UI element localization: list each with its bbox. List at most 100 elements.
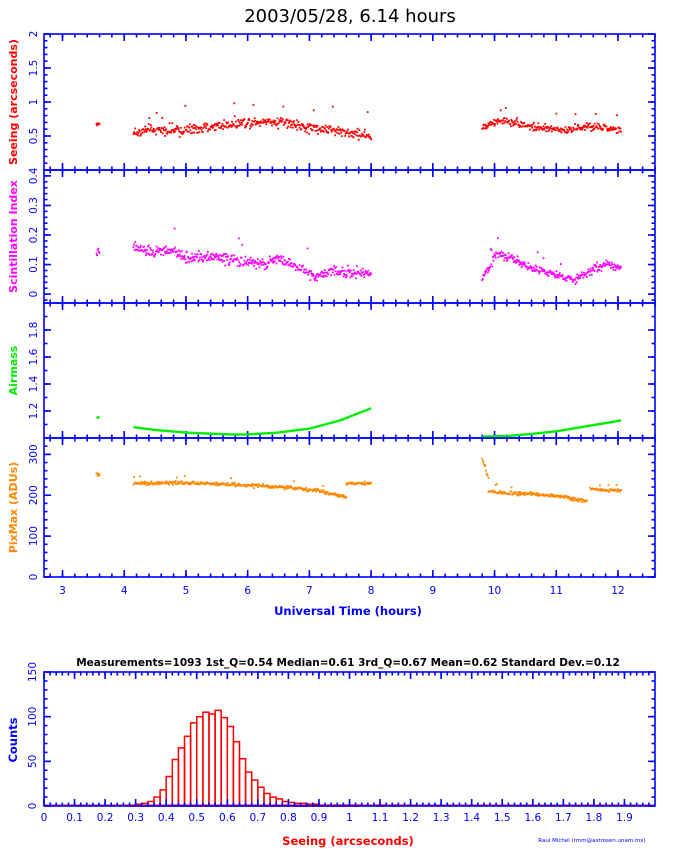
data-point bbox=[531, 123, 534, 126]
data-point bbox=[355, 277, 357, 280]
data-point bbox=[186, 130, 189, 133]
data-point bbox=[519, 261, 521, 263]
data-point bbox=[524, 264, 527, 267]
data-point bbox=[368, 273, 371, 275]
data-point bbox=[315, 489, 318, 492]
data-point bbox=[278, 484, 281, 487]
data-point bbox=[338, 270, 340, 273]
data-point bbox=[605, 259, 608, 262]
y-tick-label: 150 bbox=[27, 662, 39, 682]
data-point bbox=[195, 128, 197, 131]
data-point bbox=[542, 128, 544, 130]
data-point bbox=[540, 127, 543, 130]
data-point bbox=[337, 496, 340, 498]
data-point bbox=[536, 251, 539, 254]
data-point bbox=[495, 119, 498, 122]
data-point bbox=[554, 274, 557, 276]
x-tick-label: 1.3 bbox=[433, 812, 450, 824]
data-point bbox=[256, 120, 259, 123]
data-point bbox=[259, 120, 262, 123]
data-point bbox=[365, 135, 367, 138]
data-point bbox=[555, 270, 558, 272]
data-point bbox=[617, 490, 620, 493]
data-point bbox=[263, 120, 266, 123]
data-point bbox=[484, 272, 487, 275]
data-point bbox=[335, 131, 338, 134]
timeseries-panel-1: 0.5 1 1.5 2 Seeing (arcseconds) bbox=[7, 31, 656, 171]
data-point bbox=[615, 265, 618, 267]
data-point bbox=[560, 275, 563, 278]
data-point bbox=[297, 123, 299, 126]
data-point bbox=[536, 493, 539, 496]
data-point bbox=[535, 129, 538, 131]
data-point bbox=[182, 257, 185, 260]
data-point bbox=[586, 126, 589, 129]
data-point bbox=[498, 491, 501, 494]
data-point bbox=[484, 127, 486, 130]
data-point bbox=[150, 248, 152, 251]
data-point bbox=[150, 480, 153, 483]
data-point bbox=[507, 121, 509, 123]
y-tick-label: 0 bbox=[28, 574, 40, 581]
data-point bbox=[237, 120, 240, 123]
data-point bbox=[506, 117, 508, 120]
data-point bbox=[535, 265, 538, 268]
data-point bbox=[186, 250, 188, 253]
data-point bbox=[520, 120, 522, 123]
data-point bbox=[511, 121, 514, 124]
data-point bbox=[164, 135, 166, 137]
data-point bbox=[290, 120, 293, 123]
data-point bbox=[266, 484, 269, 487]
data-point bbox=[206, 253, 209, 256]
data-point bbox=[235, 126, 238, 129]
data-point bbox=[347, 264, 349, 267]
data-point bbox=[289, 265, 292, 267]
data-point bbox=[619, 127, 622, 130]
data-point bbox=[362, 271, 365, 273]
data-point bbox=[221, 483, 223, 485]
data-point bbox=[483, 464, 486, 466]
data-point bbox=[549, 126, 552, 129]
data-point bbox=[183, 255, 186, 257]
data-point bbox=[618, 130, 621, 133]
data-point bbox=[305, 127, 308, 130]
data-point bbox=[555, 112, 558, 115]
x-tick-label: 0.8 bbox=[280, 812, 297, 824]
x-tick-label: 1.1 bbox=[372, 812, 389, 824]
data-point bbox=[310, 270, 312, 273]
data-point bbox=[612, 268, 615, 271]
data-point bbox=[574, 123, 576, 125]
data-point bbox=[98, 252, 101, 254]
histogram-bar bbox=[232, 740, 241, 807]
data-point bbox=[188, 126, 191, 129]
data-point bbox=[196, 253, 199, 256]
data-point bbox=[592, 268, 595, 271]
data-point bbox=[502, 117, 505, 120]
data-point bbox=[253, 487, 255, 489]
data-point bbox=[493, 124, 496, 127]
data-point bbox=[193, 131, 196, 134]
data-point bbox=[351, 135, 354, 138]
data-point bbox=[224, 256, 227, 258]
data-point bbox=[204, 125, 207, 127]
data-point bbox=[484, 123, 487, 126]
data-point bbox=[184, 104, 187, 107]
data-point bbox=[334, 493, 337, 496]
data-point bbox=[545, 273, 548, 275]
data-point bbox=[277, 122, 280, 125]
data-point bbox=[576, 273, 579, 276]
data-point bbox=[590, 130, 593, 132]
data-point bbox=[516, 120, 519, 123]
data-point bbox=[225, 484, 228, 487]
data-point bbox=[174, 130, 177, 133]
data-point bbox=[135, 244, 138, 247]
data-point bbox=[581, 128, 584, 131]
data-point bbox=[246, 258, 249, 261]
data-point bbox=[276, 257, 279, 260]
data-point bbox=[352, 136, 355, 139]
data-point bbox=[608, 491, 610, 493]
data-point bbox=[212, 127, 214, 129]
data-point bbox=[282, 124, 285, 126]
data-point bbox=[503, 253, 506, 256]
data-point bbox=[597, 266, 600, 269]
